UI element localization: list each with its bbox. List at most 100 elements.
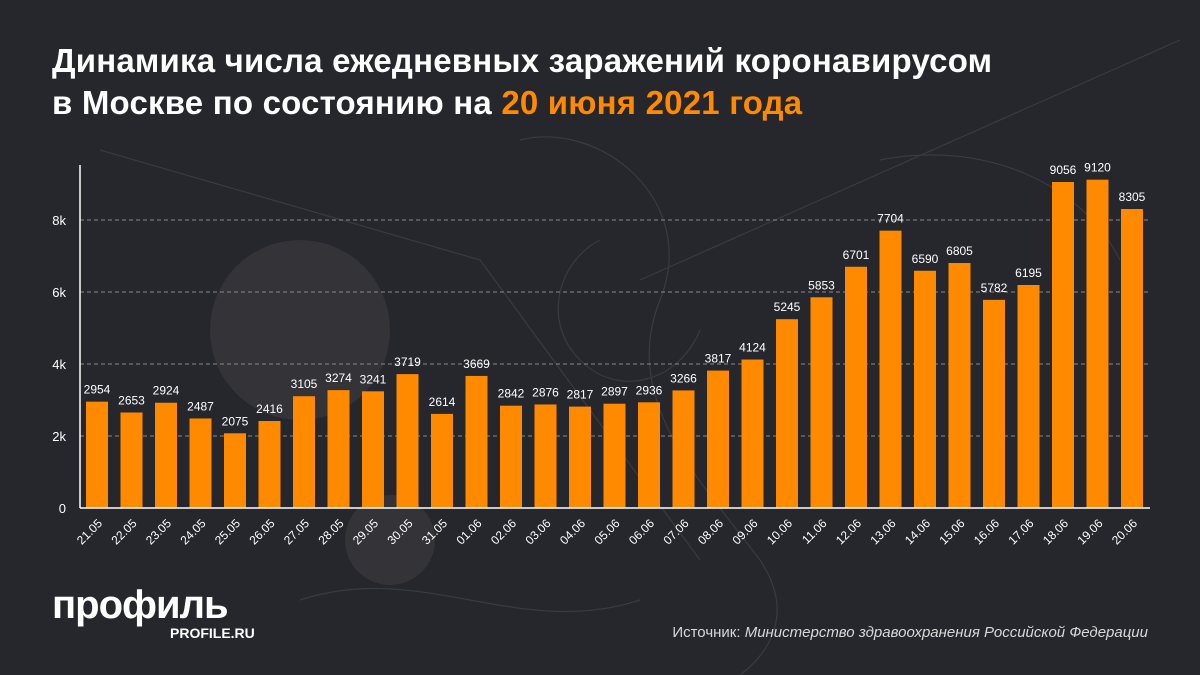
data-label: 2416	[256, 402, 283, 416]
logo-sub: PROFILE.RU	[170, 625, 255, 641]
bar	[707, 370, 729, 508]
data-label: 2487	[187, 399, 214, 413]
x-tick-label: 04.06	[557, 516, 588, 547]
data-label: 5853	[808, 278, 835, 292]
x-tick-label: 23.05	[143, 516, 174, 547]
data-label: 6701	[843, 248, 870, 262]
data-label: 9056	[1050, 163, 1077, 177]
x-tick-label: 07.06	[660, 516, 691, 547]
bar	[189, 418, 212, 508]
bar	[948, 263, 971, 508]
title-line-1: Динамика числа ежедневных заражений коро…	[52, 42, 993, 79]
data-label: 2876	[532, 385, 559, 399]
bar	[534, 404, 557, 508]
title-date-highlight: 20 июня 2021 года	[501, 84, 803, 121]
data-label: 2614	[429, 395, 456, 409]
source-note: Источник: Министерство здравоохранения Р…	[672, 624, 1148, 641]
bar	[603, 403, 626, 508]
bar	[224, 433, 246, 508]
x-tick-label: 16.06	[971, 516, 1002, 547]
data-label: 8305	[1119, 190, 1146, 204]
bar	[362, 391, 384, 508]
x-tick-label: 24.05	[177, 516, 208, 547]
data-label: 3105	[291, 377, 318, 391]
data-label: 6590	[912, 252, 939, 266]
y-tick-label: 2k	[52, 429, 66, 444]
x-tick-label: 10.06	[764, 516, 795, 547]
data-label: 3719	[394, 355, 421, 369]
bar	[741, 359, 764, 508]
bar	[983, 299, 1005, 508]
data-label: 6805	[946, 244, 973, 258]
data-label: 3669	[463, 357, 490, 371]
bar	[431, 413, 453, 508]
data-label: 2842	[498, 387, 525, 401]
x-tick-label: 14.06	[902, 516, 933, 547]
x-tick-label: 27.05	[281, 516, 312, 547]
chart-title: Динамика числа ежедневных заражений коро…	[52, 40, 992, 124]
data-label: 2897	[601, 385, 628, 399]
bar	[879, 230, 902, 508]
data-label: 2075	[222, 414, 249, 428]
bar	[1121, 209, 1143, 508]
bar	[86, 401, 108, 508]
virus-illustration	[210, 240, 435, 585]
x-tick-label: 11.06	[799, 516, 830, 547]
data-label: 9120	[1084, 161, 1111, 175]
x-tick-label: 20.06	[1109, 516, 1140, 547]
x-tick-label: 03.06	[522, 516, 553, 547]
x-tick-label: 09.06	[729, 516, 760, 547]
data-label: 4124	[739, 341, 766, 355]
source-label: Источник:	[672, 624, 745, 641]
x-tick-label: 26.05	[246, 516, 277, 547]
bar	[1086, 179, 1109, 508]
bar	[776, 319, 798, 508]
x-tick-label: 13.06	[867, 516, 898, 547]
bar	[569, 406, 591, 508]
x-tick-label: 15.06	[936, 516, 967, 547]
data-label: 6195	[1015, 266, 1042, 280]
x-tick-label: 25.05	[212, 516, 243, 547]
x-tick-label: 02.06	[488, 516, 519, 547]
bar	[327, 390, 350, 508]
x-tick-label: 28.05	[315, 516, 346, 547]
x-tick-label: 30.05	[384, 516, 415, 547]
data-label: 2936	[636, 383, 663, 397]
x-tick-label: 12.06	[833, 516, 864, 547]
data-label: 2954	[84, 383, 111, 397]
bar	[120, 412, 143, 508]
x-tick-label: 08.06	[695, 516, 726, 547]
title-prefix: в Москве по состоянию на	[52, 84, 502, 121]
x-tick-label: 18.06	[1040, 516, 1071, 547]
bar	[465, 375, 488, 508]
x-tick-label: 17.06	[1005, 516, 1036, 547]
bar	[672, 390, 695, 508]
x-tick-label: 05.06	[591, 516, 622, 547]
data-label: 2653	[118, 393, 145, 407]
data-label: 3241	[360, 372, 387, 386]
source-name: Министерство здравоохранения Российской …	[744, 624, 1148, 641]
title-line-2: в Москве по состоянию на 20 июня 2021 го…	[52, 82, 992, 124]
data-label: 3274	[325, 371, 352, 385]
x-tick-label: 29.05	[350, 516, 381, 547]
x-tick-label: 22.05	[108, 516, 139, 547]
y-tick-label: 8k	[52, 213, 66, 228]
bar	[810, 297, 833, 508]
bar	[155, 402, 177, 508]
bar	[500, 405, 522, 508]
x-tick-label: 31.05	[419, 516, 450, 547]
data-label: 3266	[670, 371, 697, 385]
data-label: 5782	[981, 281, 1008, 295]
profile-logo: профиль PROFILE.RU	[52, 583, 255, 641]
logo-main: профиль	[52, 583, 229, 627]
y-tick-label: 6k	[52, 285, 66, 300]
bar	[845, 266, 867, 508]
data-label: 3817	[705, 352, 732, 366]
data-label: 2924	[153, 384, 180, 398]
bar	[638, 402, 660, 508]
x-tick-label: 01.06	[453, 516, 484, 547]
data-label: 7704	[877, 212, 904, 226]
y-tick-label: 0	[59, 501, 66, 516]
